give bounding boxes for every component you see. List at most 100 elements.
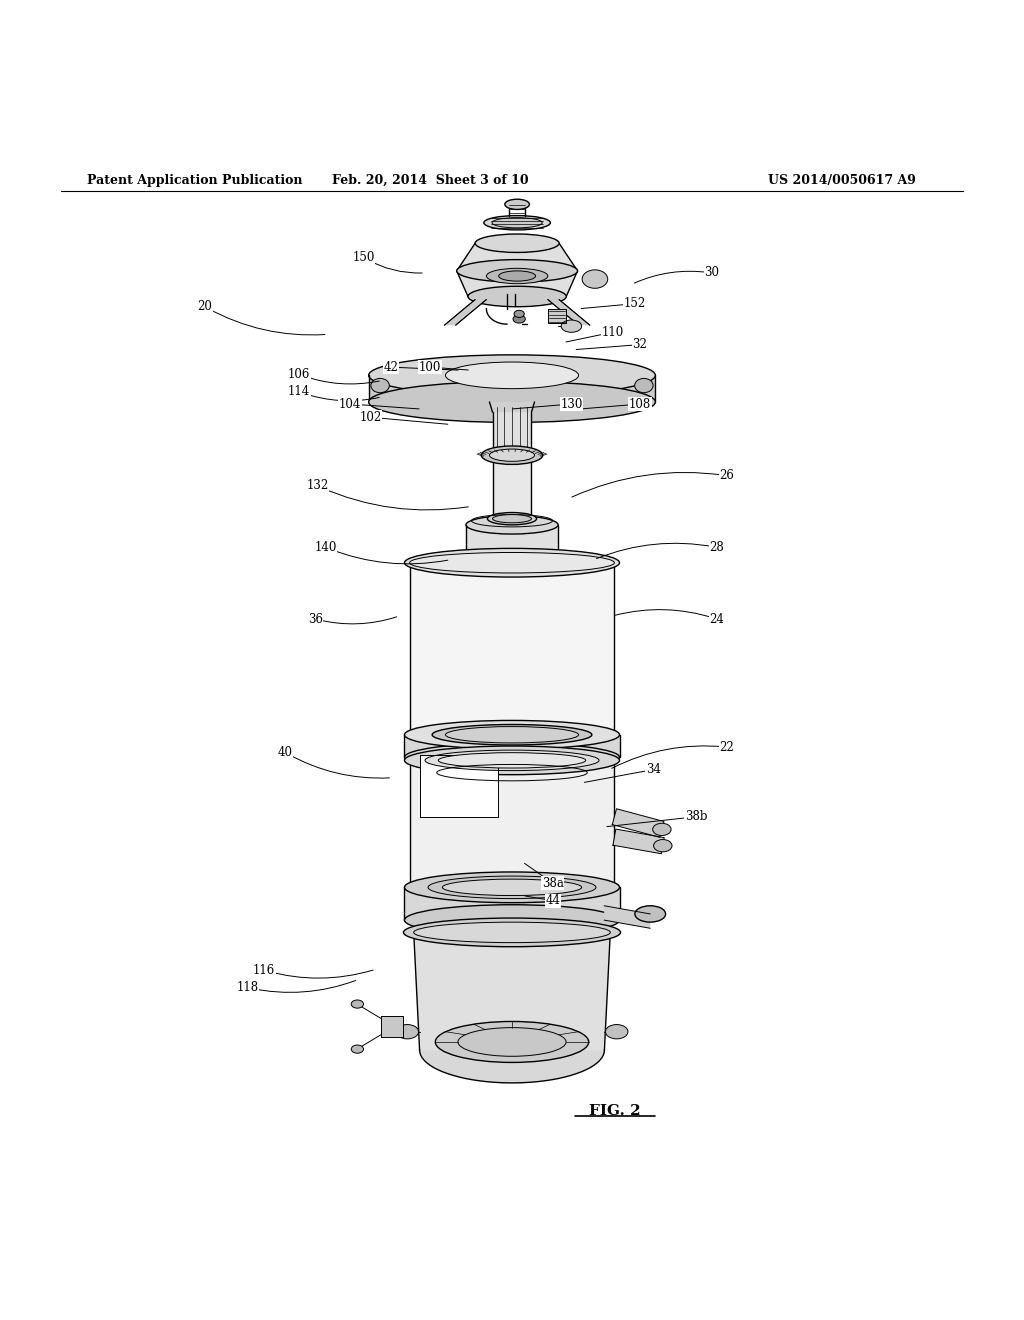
Ellipse shape [438, 752, 586, 768]
Polygon shape [444, 300, 486, 325]
Polygon shape [493, 461, 531, 519]
Text: 116: 116 [253, 964, 275, 977]
Ellipse shape [457, 260, 578, 282]
Text: 152: 152 [624, 297, 646, 310]
Ellipse shape [652, 824, 671, 836]
Ellipse shape [396, 1024, 419, 1039]
Ellipse shape [403, 917, 621, 946]
Polygon shape [404, 887, 620, 920]
Ellipse shape [468, 286, 566, 306]
Polygon shape [420, 755, 498, 817]
Text: 132: 132 [306, 479, 329, 492]
Polygon shape [604, 906, 650, 928]
Ellipse shape [404, 548, 620, 577]
Polygon shape [613, 829, 665, 854]
Ellipse shape [492, 218, 543, 228]
Text: 108: 108 [629, 397, 651, 411]
Ellipse shape [435, 1022, 589, 1063]
Text: 38b: 38b [685, 810, 708, 824]
Ellipse shape [605, 1024, 628, 1039]
Ellipse shape [425, 750, 599, 771]
Text: 26: 26 [720, 469, 734, 482]
Ellipse shape [493, 515, 531, 523]
Ellipse shape [653, 840, 672, 851]
Text: 118: 118 [237, 981, 259, 994]
Text: FIG. 2: FIG. 2 [589, 1104, 640, 1118]
Text: Patent Application Publication: Patent Application Publication [87, 174, 302, 187]
Ellipse shape [635, 379, 653, 393]
Text: 130: 130 [560, 397, 583, 411]
Ellipse shape [445, 362, 579, 388]
Polygon shape [404, 735, 620, 758]
Ellipse shape [466, 516, 558, 535]
Text: 106: 106 [288, 368, 310, 380]
Polygon shape [548, 300, 590, 325]
Polygon shape [466, 525, 558, 561]
Text: 34: 34 [646, 763, 660, 776]
Text: 140: 140 [314, 541, 337, 554]
Text: 32: 32 [633, 338, 647, 351]
Ellipse shape [487, 512, 537, 525]
Ellipse shape [514, 310, 524, 318]
Polygon shape [489, 403, 535, 412]
Ellipse shape [505, 199, 529, 210]
Polygon shape [493, 412, 531, 455]
Ellipse shape [499, 271, 536, 281]
Text: 38a: 38a [542, 876, 564, 890]
Polygon shape [414, 932, 610, 1051]
Polygon shape [369, 375, 655, 403]
Ellipse shape [484, 215, 551, 230]
Ellipse shape [404, 721, 620, 748]
Text: US 2014/0050617 A9: US 2014/0050617 A9 [768, 174, 915, 187]
Ellipse shape [466, 552, 558, 570]
Polygon shape [410, 562, 614, 735]
Text: 114: 114 [288, 385, 310, 399]
Ellipse shape [428, 876, 596, 899]
Text: 20: 20 [198, 300, 212, 313]
Ellipse shape [404, 904, 620, 936]
Ellipse shape [404, 743, 620, 772]
Ellipse shape [489, 449, 535, 462]
Polygon shape [420, 1051, 604, 1082]
Text: 40: 40 [278, 746, 292, 759]
Ellipse shape [369, 355, 655, 396]
Ellipse shape [475, 234, 559, 252]
Text: 44: 44 [546, 894, 560, 907]
Polygon shape [612, 809, 664, 837]
Polygon shape [548, 309, 566, 323]
Text: 24: 24 [710, 612, 724, 626]
Ellipse shape [432, 725, 592, 744]
Ellipse shape [414, 923, 610, 942]
Text: 150: 150 [352, 251, 375, 264]
Polygon shape [410, 760, 614, 887]
Ellipse shape [583, 269, 608, 288]
Polygon shape [381, 1016, 403, 1036]
Ellipse shape [561, 319, 582, 333]
Ellipse shape [445, 726, 579, 743]
Text: 104: 104 [339, 397, 361, 411]
Ellipse shape [371, 379, 389, 393]
Text: 22: 22 [720, 741, 734, 754]
Ellipse shape [474, 554, 550, 568]
Ellipse shape [351, 1045, 364, 1053]
Ellipse shape [369, 381, 655, 422]
Ellipse shape [410, 553, 614, 573]
Text: 102: 102 [359, 411, 382, 424]
Polygon shape [444, 300, 486, 325]
Text: Feb. 20, 2014  Sheet 3 of 10: Feb. 20, 2014 Sheet 3 of 10 [332, 174, 528, 187]
Ellipse shape [404, 873, 620, 903]
Ellipse shape [404, 746, 620, 775]
Text: 28: 28 [710, 541, 724, 554]
Polygon shape [457, 243, 578, 297]
Text: 30: 30 [705, 267, 719, 280]
Ellipse shape [351, 1001, 364, 1008]
Text: 110: 110 [601, 326, 624, 339]
Text: 42: 42 [384, 360, 398, 374]
Ellipse shape [458, 1027, 566, 1056]
Ellipse shape [481, 446, 543, 465]
Text: 36: 36 [308, 612, 323, 626]
Ellipse shape [513, 315, 525, 323]
Ellipse shape [442, 879, 582, 895]
Ellipse shape [635, 906, 666, 923]
Polygon shape [548, 300, 590, 325]
